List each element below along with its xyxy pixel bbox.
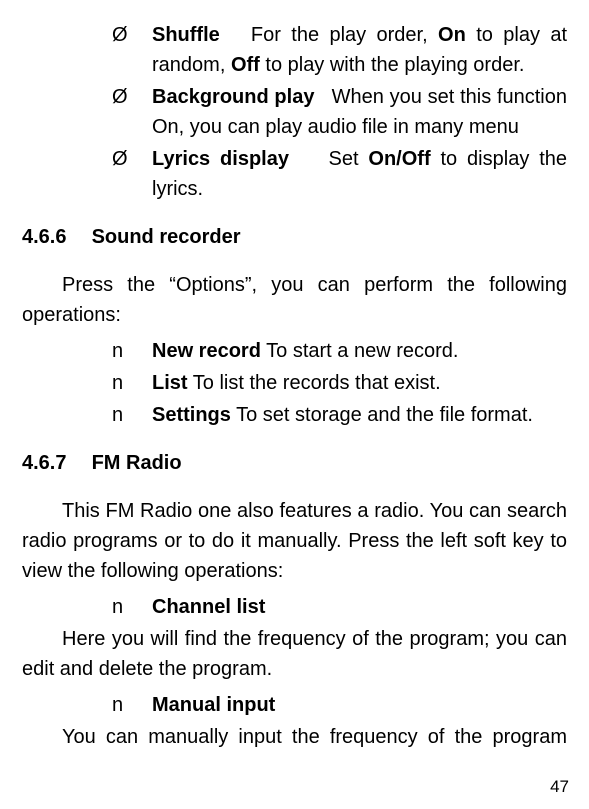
heading-title: FM Radio (92, 452, 182, 474)
bullet-text: New record To start a new record. (152, 336, 567, 366)
bullet-item: n New record To start a new record. (22, 336, 567, 366)
bullet-marker: n (22, 336, 152, 366)
heading-title: Sound recorder (92, 226, 241, 248)
heading-num: 4.6.7 (22, 448, 86, 478)
bullet-item: n Settings To set storage and the file f… (22, 400, 567, 430)
bullet-bold: Manual input (152, 694, 275, 716)
bullet-marker: n (22, 368, 152, 398)
bullet-marker: Ø (22, 144, 152, 204)
bullet-text: Manual input (152, 690, 567, 720)
top-bullet-list: Ø Shuffle For the play order, On to play… (22, 20, 567, 204)
bullet-text: Lyrics display Set On/Off to display the… (152, 144, 567, 204)
bullet-item: n Manual input (22, 690, 567, 720)
bullet-bold: Shuffle (152, 24, 220, 46)
section2-p1: Here you will find the frequency of the … (22, 624, 567, 684)
section1-bullets: n New record To start a new record. n Li… (22, 336, 567, 430)
bullet-marker: n (22, 690, 152, 720)
bullet-item: n List To list the records that exist. (22, 368, 567, 398)
bullet-rest: To list the records that exist. (188, 372, 441, 394)
page: Ø Shuffle For the play order, On to play… (0, 0, 589, 809)
bullet-marker: n (22, 400, 152, 430)
bullet-marker: n (22, 592, 152, 622)
bullet-marker: Ø (22, 82, 152, 142)
bullet-bold: New record (152, 340, 261, 362)
bullet-bold: Channel list (152, 596, 265, 618)
section2-p2: You can manually input the frequency of … (22, 722, 567, 752)
bullet-item: Ø Shuffle For the play order, On to play… (22, 20, 567, 80)
heading-fm-radio: 4.6.7 FM Radio (22, 448, 567, 478)
bullet-item: Ø Background play When you set this func… (22, 82, 567, 142)
bullet-text: Channel list (152, 592, 567, 622)
section2-intro: This FM Radio one also features a radio.… (22, 496, 567, 586)
bullet-rest: To start a new record. (261, 340, 459, 362)
bullet-text: Settings To set storage and the file for… (152, 400, 567, 430)
heading-num: 4.6.6 (22, 222, 86, 252)
bullet-bold: Lyrics display (152, 148, 289, 170)
heading-sound-recorder: 4.6.6 Sound recorder (22, 222, 567, 252)
bullet-item: Ø Lyrics display Set On/Off to display t… (22, 144, 567, 204)
bullet-text: Background play When you set this functi… (152, 82, 567, 142)
bullet-text: Shuffle For the play order, On to play a… (152, 20, 567, 80)
page-number: 47 (550, 774, 569, 800)
section1-intro: Press the “Options”, you can perform the… (22, 270, 567, 330)
bullet-rest: To set storage and the file format. (231, 404, 533, 426)
bullet-text: List To list the records that exist. (152, 368, 567, 398)
bullet-bold: List (152, 372, 188, 394)
bullet-bold: Settings (152, 404, 231, 426)
bullet-bold: Background play (152, 86, 314, 108)
bullet-marker: Ø (22, 20, 152, 80)
bullet-item: n Channel list (22, 592, 567, 622)
